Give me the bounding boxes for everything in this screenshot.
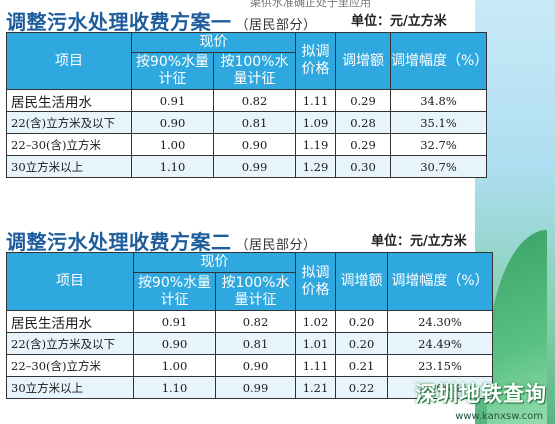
cell-by100: 0.82 — [215, 310, 296, 333]
row-label: 22(含)立方米及以下 — [6, 111, 132, 134]
plan1-unit: 单位：元/立方米 — [351, 14, 447, 29]
header-proposed: 拟调价格 — [295, 252, 336, 311]
cell-rate: 22.06% — [387, 376, 493, 399]
plan1-title: 调整污水处理收费方案一 （居民部分） — [6, 6, 317, 35]
cell-by100: 0.90 — [215, 354, 296, 377]
watermark-url: www.kanxsw.com — [455, 411, 543, 422]
header-by90: 按90%水量计征 — [133, 272, 216, 311]
cell-by100: 0.81 — [213, 111, 296, 134]
plan2-unit: 单位：元/立方米 — [371, 234, 467, 249]
cell-proposed: 1.09 — [295, 111, 336, 134]
plan1-title-text: 调整污水处理收费方案一 — [6, 10, 232, 34]
cell-rate: 23.15% — [387, 354, 493, 377]
watermark-logo: 深圳地铁查询 — [415, 382, 547, 406]
cell-increase: 0.22 — [335, 376, 388, 399]
cell-increase: 0.28 — [335, 111, 391, 134]
cell-by100: 0.99 — [215, 376, 296, 399]
header-rate: 调增幅度（%） — [390, 32, 488, 90]
cell-rate: 34.8% — [390, 89, 487, 112]
top-text-fragment: 渠供水准确正处于里应用 — [250, 0, 371, 9]
cell-by90: 1.10 — [131, 155, 214, 178]
header-increase: 调增额 — [335, 252, 388, 311]
cell-increase: 0.29 — [335, 89, 391, 112]
cell-by90: 0.91 — [133, 310, 216, 333]
cell-by90: 0.91 — [131, 89, 214, 112]
header-proposed: 拟调价格 — [295, 32, 336, 90]
header-by90: 按90%水量计征 — [131, 52, 214, 90]
table-row: 22–30(含)立方米 1.00 0.90 1.19 0.29 32.7% — [6, 133, 487, 156]
table-row: 30立方米以上 1.10 0.99 1.29 0.30 30.7% — [6, 155, 487, 178]
cell-proposed: 1.11 — [295, 89, 336, 112]
plan1-table: 项目 现价 拟调价格 调增额 调增幅度（%） 按90%水量计征 按100%水量计… — [6, 32, 488, 178]
cell-increase: 0.29 — [335, 133, 391, 156]
cell-by100: 0.90 — [213, 133, 296, 156]
plan2-title-text: 调整污水处理收费方案二 — [6, 230, 232, 254]
cell-increase: 0.30 — [335, 155, 391, 178]
plan2-section: 调整污水处理收费方案二 （居民部分） 单位：元/立方米 项目 现价 拟调价格 调增… — [6, 224, 493, 399]
row-label: 30立方米以上 — [6, 376, 134, 399]
row-label: 居民生活用水 — [6, 310, 134, 333]
cell-increase: 0.20 — [335, 310, 388, 333]
cell-proposed: 1.11 — [295, 354, 336, 377]
cell-by90: 1.00 — [131, 133, 214, 156]
cell-increase: 0.21 — [335, 354, 388, 377]
row-label: 22–30(含)立方米 — [6, 354, 134, 377]
cell-by90: 0.90 — [133, 332, 216, 355]
plan1-subtitle: （居民部分） — [235, 18, 317, 33]
cell-proposed: 1.01 — [295, 332, 336, 355]
cell-increase: 0.20 — [335, 332, 388, 355]
table-row: 22(含)立方米及以下 0.90 0.81 1.09 0.28 35.1% — [6, 111, 487, 134]
cell-rate: 32.7% — [390, 133, 487, 156]
table-row: 22(含)立方米及以下 0.90 0.81 1.01 0.20 24.49% — [6, 332, 493, 355]
row-label: 22(含)立方米及以下 — [6, 332, 134, 355]
cell-proposed: 1.02 — [295, 310, 336, 333]
row-label: 30立方米以上 — [6, 155, 132, 178]
cell-rate: 24.49% — [387, 332, 493, 355]
cell-rate: 35.1% — [390, 111, 487, 134]
row-label: 居民生活用水 — [6, 89, 132, 112]
header-increase: 调增额 — [335, 32, 391, 90]
header-item: 项目 — [6, 252, 134, 311]
cell-by90: 0.90 — [131, 111, 214, 134]
table-row: 30立方米以上 1.10 0.99 1.21 0.22 22.06% — [6, 376, 493, 399]
cell-proposed: 1.29 — [295, 155, 336, 178]
plan2-title: 调整污水处理收费方案二 （居民部分） — [6, 226, 317, 255]
cell-by90: 1.10 — [133, 376, 216, 399]
cell-by100: 0.99 — [213, 155, 296, 178]
cell-proposed: 1.21 — [295, 376, 336, 399]
header-item: 项目 — [6, 32, 132, 90]
cell-by100: 0.82 — [213, 89, 296, 112]
plan2-table: 项目 现价 拟调价格 调增额 调增幅度（%） 按90%水量计征 按100%水量计… — [6, 252, 493, 399]
cell-proposed: 1.19 — [295, 133, 336, 156]
cell-rate: 24.30% — [387, 310, 493, 333]
cell-by100: 0.81 — [215, 332, 296, 355]
header-by100: 按100%水量计征 — [215, 272, 296, 311]
header-by100: 按100%水量计征 — [213, 52, 296, 90]
plan2-subtitle: （居民部分） — [235, 238, 317, 253]
row-label: 22–30(含)立方米 — [6, 133, 132, 156]
cell-by90: 1.00 — [133, 354, 216, 377]
header-rate: 调增幅度（%） — [387, 252, 493, 311]
plan1-section: 调整污水处理收费方案一 （居民部分） 单位：元/立方米 项目 现价 拟调价格 调增… — [6, 4, 488, 178]
table-row: 居民生活用水 0.91 0.82 1.02 0.20 24.30% — [6, 310, 493, 333]
cell-rate: 30.7% — [390, 155, 487, 178]
header-current: 现价 — [133, 252, 296, 273]
table-row: 22–30(含)立方米 1.00 0.90 1.11 0.21 23.15% — [6, 354, 493, 377]
table-row: 居民生活用水 0.91 0.82 1.11 0.29 34.8% — [6, 89, 487, 112]
header-current: 现价 — [131, 32, 296, 53]
